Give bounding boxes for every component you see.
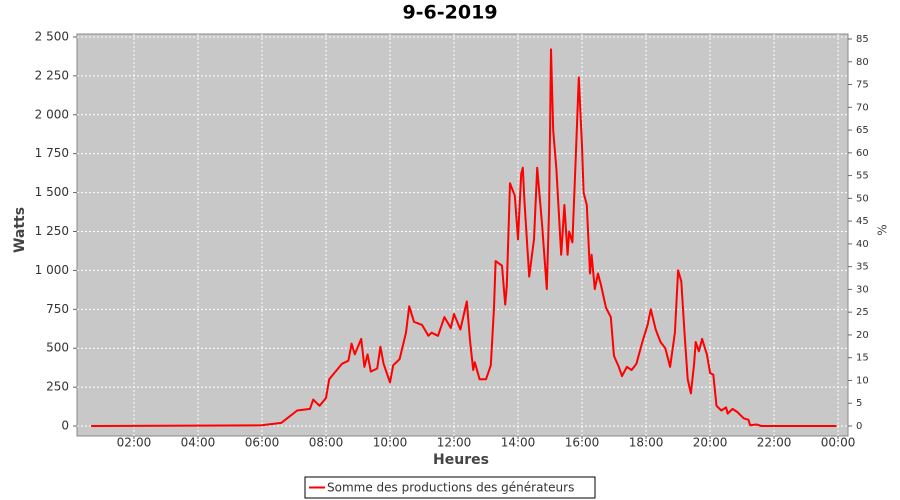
x-tick-label: 22:00 — [757, 436, 792, 450]
y-tick-label: 1 750 — [35, 146, 69, 160]
y2-tick-label: 85 — [856, 34, 869, 45]
y2-tick-label: 75 — [856, 80, 869, 91]
y2-tick-label: 40 — [856, 239, 869, 250]
y-tick-label: 750 — [46, 302, 69, 316]
data-line — [91, 48, 837, 427]
y-tick-label: 2 000 — [35, 107, 69, 121]
x-tick-label: 04:00 — [181, 436, 216, 450]
y-tick-label: 500 — [46, 341, 69, 355]
y2-tick-label: 15 — [856, 353, 869, 364]
y-tick-label: 2 500 — [35, 29, 69, 43]
y2-tick-label: 0 — [856, 421, 862, 432]
legend-label: Somme des productions des générateurs — [327, 481, 574, 495]
y2-tick-label: 45 — [856, 216, 869, 227]
y2-tick-label: 10 — [856, 375, 869, 386]
y2-tick-label: 80 — [856, 57, 869, 68]
y-tick-label: 2 250 — [35, 68, 69, 82]
x-tick-label: 12:00 — [437, 436, 472, 450]
x-tick-label: 00:00 — [821, 436, 856, 450]
y2-tick-label: 60 — [856, 148, 869, 159]
x-axis-label: Heures — [433, 452, 489, 468]
y2-tick-label: 35 — [856, 262, 869, 273]
y2-tick-label: 5 — [856, 398, 862, 409]
chart-title: 9-6-2019 — [402, 2, 497, 24]
y2-tick-label: 50 — [856, 193, 869, 204]
y2-tick-label: 25 — [856, 307, 869, 318]
legend-box — [304, 476, 596, 499]
y-tick-label: 1 000 — [35, 263, 69, 277]
y-tick-label: 0 — [61, 419, 69, 433]
x-tick-label: 10:00 — [373, 436, 408, 450]
y2-tick-label: 30 — [856, 284, 869, 295]
y2-tick-label: 55 — [856, 171, 869, 182]
y-tick-label: 1 500 — [35, 185, 69, 199]
y-tick-label: 250 — [46, 380, 69, 394]
y2-tick-label: 65 — [856, 125, 869, 136]
y2-tick-label: 20 — [856, 330, 869, 341]
x-tick-label: 02:00 — [117, 436, 152, 450]
x-tick-label: 18:00 — [629, 436, 664, 450]
x-tick-label: 08:00 — [309, 436, 344, 450]
y2-tick-label: 70 — [856, 102, 869, 113]
y2-axis-label: % — [876, 224, 890, 235]
y-tick-label: 1 250 — [35, 224, 69, 238]
x-tick-label: 20:00 — [693, 436, 728, 450]
x-tick-label: 06:00 — [245, 436, 280, 450]
x-tick-label: 16:00 — [565, 436, 600, 450]
y-axis-label: Watts — [12, 207, 28, 253]
x-tick-label: 14:00 — [501, 436, 536, 450]
plot-area — [76, 33, 849, 437]
